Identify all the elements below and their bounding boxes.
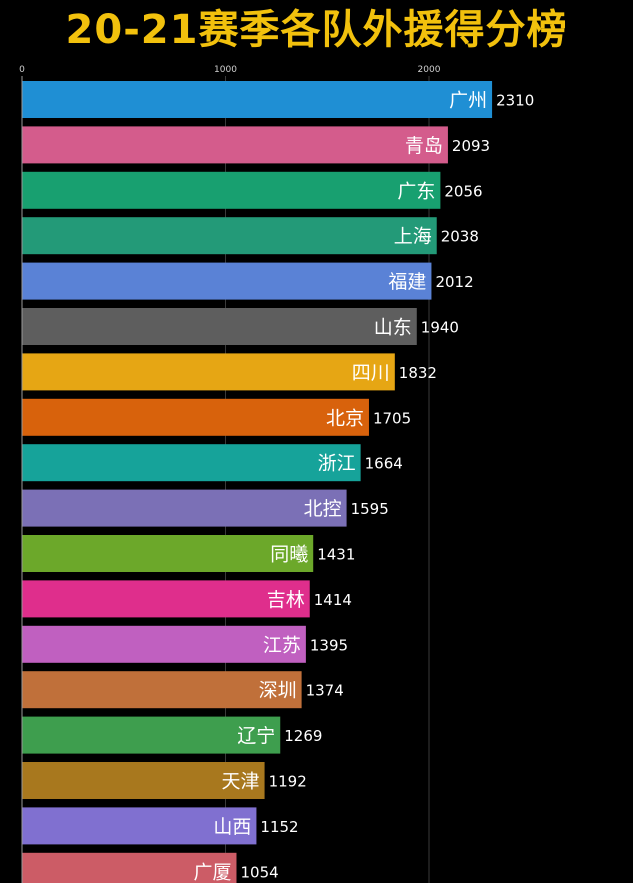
x-tick-label: 1000 (214, 65, 237, 75)
bar-value-label: 1664 (365, 455, 403, 473)
bar (22, 852, 237, 883)
bar-category-label: 浙江 (318, 453, 356, 475)
bar-value-label: 2012 (435, 273, 473, 291)
bar (22, 217, 437, 255)
bar-category-label: 天津 (222, 771, 260, 793)
bar (22, 353, 395, 391)
x-tick-label: 2000 (418, 65, 441, 75)
bar-category-label: 同曦 (270, 544, 308, 566)
chart-title: 20-21赛季各队外援得分榜 (65, 7, 568, 53)
bar-value-label: 2310 (496, 92, 534, 110)
bar-value-label: 1940 (421, 319, 459, 337)
bar (22, 807, 257, 845)
bar-category-label: 辽宁 (237, 725, 275, 747)
bar (22, 262, 432, 300)
bar-value-label: 1395 (310, 636, 348, 654)
bar-category-label: 深圳 (259, 680, 297, 702)
bar (22, 81, 493, 118)
bar-value-label: 2056 (444, 182, 482, 200)
bar (22, 535, 314, 572)
bar-value-label: 2093 (452, 137, 490, 155)
bar-category-label: 江苏 (263, 634, 301, 656)
bar-value-label: 2038 (441, 228, 479, 246)
bar-category-label: 青岛 (405, 135, 443, 157)
bar-category-label: 福建 (388, 271, 426, 293)
bar-value-label: 1054 (240, 863, 278, 881)
bar-value-label: 1192 (269, 773, 307, 791)
bars: 广州 2310 青岛 2093 广东 2056 上海 2038 福建 2012 山东 1940 四川 18… (22, 81, 534, 883)
bar-value-label: 1705 (373, 409, 411, 427)
bar (22, 171, 441, 209)
bar-category-label: 山东 (374, 317, 412, 339)
bar (22, 308, 417, 345)
bar-category-label: 广州 (449, 90, 487, 112)
bar-category-label: 广厦 (193, 861, 231, 883)
bar (22, 580, 310, 618)
x-axis-ticks: 0 1000 2000 (19, 65, 441, 75)
bar (22, 625, 306, 663)
bar (22, 671, 302, 709)
bar-value-label: 1152 (260, 818, 298, 836)
bar (22, 762, 265, 799)
bar-value-label: 1595 (351, 500, 389, 518)
bar (22, 444, 361, 482)
bar-category-label: 山西 (213, 816, 251, 838)
bar-category-label: 四川 (352, 362, 390, 384)
x-tick-label: 0 (19, 65, 25, 75)
bar-category-label: 上海 (394, 226, 432, 248)
bar-value-label: 1832 (399, 364, 437, 382)
bar (22, 716, 281, 754)
bar-value-label: 1374 (306, 682, 344, 700)
bar-value-label: 1269 (284, 727, 322, 745)
bar-category-label: 吉林 (267, 589, 305, 611)
bar (22, 398, 369, 436)
bar-category-label: 广东 (397, 180, 435, 202)
bar-value-label: 1414 (314, 591, 352, 609)
bar (22, 489, 347, 527)
bar-category-label: 北控 (304, 498, 342, 520)
bar-value-label: 1431 (317, 546, 355, 564)
bar (22, 126, 448, 164)
bar-category-label: 北京 (326, 407, 364, 429)
